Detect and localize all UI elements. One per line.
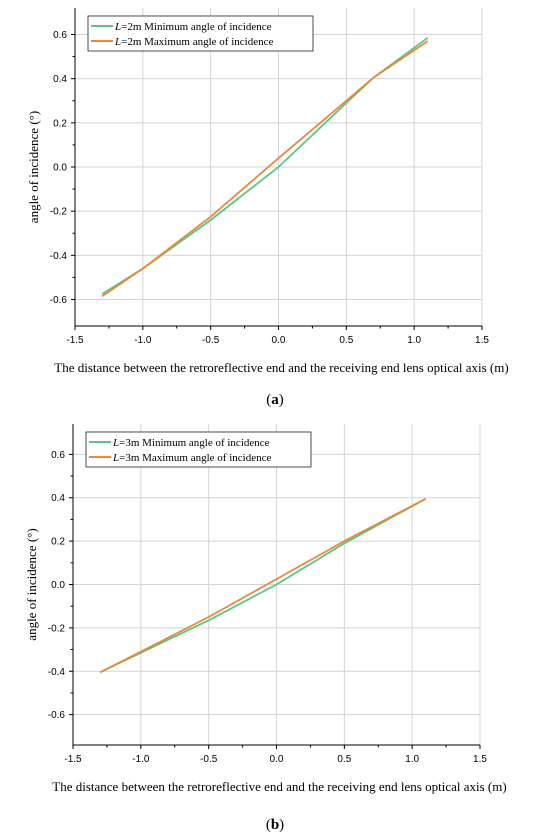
y-tick-label: 0.0 (51, 580, 65, 591)
y-tick-label: -0.4 (50, 251, 68, 262)
x-gridlines (74, 8, 483, 330)
y-tick-label: 0.6 (51, 450, 65, 461)
x-axis-title: The distance between the retroreflective… (54, 360, 508, 375)
caption-letter: b (271, 817, 279, 833)
legend-entry: L=2m Minimum angle of incidence (114, 21, 272, 33)
x-tick-label: 0.5 (339, 335, 353, 346)
x-tick-label: -0.5 (202, 335, 220, 346)
y-tick-label: 0.6 (53, 30, 67, 41)
caption-open-paren: ( (266, 817, 271, 833)
series-group (99, 498, 427, 674)
x-tick-label: -1.0 (132, 754, 150, 765)
legend-entry-label: =3m Minimum angle of incidence (119, 437, 270, 449)
y-tick-label: 0.4 (53, 74, 67, 85)
x-tick-label: 0.5 (337, 754, 351, 765)
legend-entry-variable: L (114, 21, 121, 33)
x-tick-label: 1.0 (407, 335, 421, 346)
caption-close-paren: ) (279, 817, 284, 833)
y-tick-label: 0.2 (51, 537, 65, 548)
legend-entry-variable: L (114, 36, 121, 48)
y-tick-label: 0.0 (53, 163, 67, 174)
y-axis-title: angle of incidence (°) (26, 111, 41, 223)
legend-entry-label: =2m Minimum angle of incidence (121, 21, 272, 33)
chart-a-svg: -1.5 -1.0 -0.5 0.0 0.5 1.0 1.5 -0.6 -0.4 -0.2 0.0 0… (26, 8, 509, 408)
x-gridlines (72, 424, 481, 749)
caption-close-paren: ) (279, 392, 284, 408)
x-tick-label: -1.0 (134, 335, 152, 346)
x-tick-label: 1.5 (475, 335, 489, 346)
y-tick-label: 0.2 (53, 118, 67, 129)
x-tick-label: 1.0 (405, 754, 419, 765)
y-gridlines (71, 34, 482, 300)
x-tick-label: -0.5 (200, 754, 218, 765)
y-gridlines (69, 453, 480, 716)
panel-caption: (b) (266, 817, 284, 833)
legend-entry-label: =2m Maximum angle of incidence (121, 36, 273, 48)
y-tick-labels: -0.6 -0.4 -0.2 0.0 0.2 0.4 0.6 (48, 450, 66, 721)
y-tick-label: -0.4 (48, 667, 66, 678)
legend-entry-variable: L (112, 437, 119, 449)
x-tick-label: -1.5 (66, 335, 84, 346)
y-axis-title: angle of incidence (°) (24, 528, 39, 640)
legend-entry: L=3m Maximum angle of incidence (112, 452, 271, 464)
chart-panel-b: -1.5 -1.0 -0.5 0.0 0.5 1.0 1.5 -0.6 -0.4 -0.2 0.0 0… (0, 418, 550, 837)
y-tick-label: -0.6 (50, 295, 68, 306)
x-axis-title: The distance between the retroreflective… (52, 779, 506, 794)
caption-letter: a (271, 392, 279, 408)
y-tick-label: -0.2 (48, 623, 66, 634)
panel-caption: (a) (266, 392, 284, 408)
legend-entry-label: =3m Maximum angle of incidence (119, 452, 271, 464)
x-tick-labels: -1.5 -1.0 -0.5 0.0 0.5 1.0 1.5 (66, 335, 489, 346)
y-tick-labels: -0.6 -0.4 -0.2 0.0 0.2 0.4 0.6 (50, 30, 68, 306)
legend-entry: L=2m Maximum angle of incidence (114, 36, 273, 48)
x-tick-label: -1.5 (64, 754, 82, 765)
legend-box (87, 15, 314, 52)
legend-entry-variable: L (112, 452, 119, 464)
y-tick-label: -0.6 (48, 710, 66, 721)
y-tick-label: -0.2 (50, 207, 68, 218)
legend-box (85, 431, 312, 468)
x-tick-label: 0.0 (270, 754, 284, 765)
x-tick-label: 0.0 (272, 335, 286, 346)
legend-entry: L=3m Minimum angle of incidence (112, 437, 270, 449)
chart-panel-a: -1.5 -1.0 -0.5 0.0 0.5 1.0 1.5 -0.6 -0.4 -0.2 0.0 0… (0, 0, 550, 415)
x-tick-labels: -1.5 -1.0 -0.5 0.0 0.5 1.0 1.5 (64, 754, 487, 765)
series-group (101, 37, 429, 297)
series-line-maximum (101, 40, 429, 297)
series-line-maximum (99, 498, 427, 674)
caption-open-paren: ( (266, 392, 271, 408)
y-tick-label: 0.4 (51, 493, 65, 504)
x-tick-label: 1.5 (473, 754, 487, 765)
chart-b-svg: -1.5 -1.0 -0.5 0.0 0.5 1.0 1.5 -0.6 -0.4 -0.2 0.0 0… (24, 424, 507, 833)
